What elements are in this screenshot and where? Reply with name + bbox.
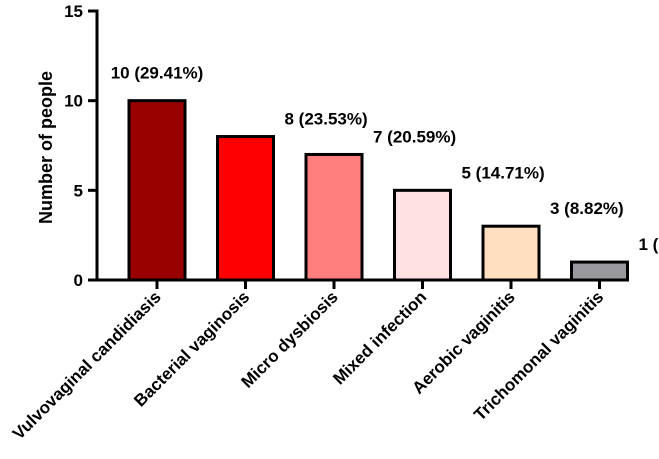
data-label: 1 (2.94%) [639,235,659,254]
category-label: Mixed infection [329,287,430,388]
y-tick-label: 15 [64,2,83,21]
category-label: Micro dysbiosis [238,287,342,391]
data-label: 5 (14.71%) [462,163,545,182]
bar [481,224,541,282]
y-tick-label: 10 [64,92,83,111]
data-labels: 10 (29.41%) 8 (23.53%) 7 (20.59%) 5 (14.71%… [111,64,659,254]
y-tick-label: 5 [74,181,83,200]
y-axis-title: Number of people [36,71,56,224]
data-label: 3 (8.82%) [550,199,624,218]
data-label: 7 (20.59%) [373,127,456,146]
bar [393,188,452,282]
bar [570,260,629,282]
bar [304,152,364,282]
bar [216,135,275,282]
bar [127,99,187,282]
y-axis-ticks: 0 5 10 15 [64,2,97,290]
category-label: Vulvovaginal candidiasis [9,287,165,443]
data-label: 8 (23.53%) [285,110,368,129]
data-label: 10 (29.41%) [111,64,204,83]
y-tick-label: 0 [74,271,83,290]
